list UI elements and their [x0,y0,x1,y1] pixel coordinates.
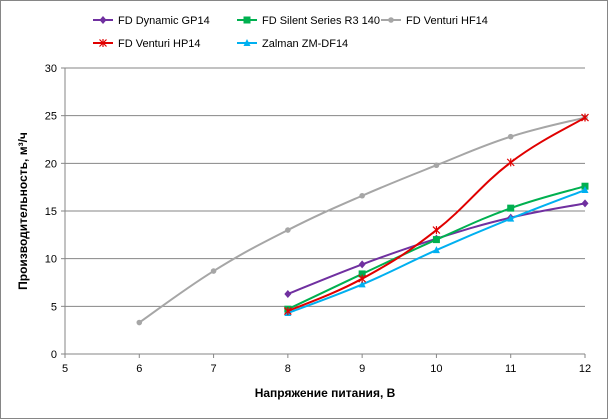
series-group [136,113,589,326]
point-fd-venturi-hf14-8 [285,227,291,233]
x-tick-label-12: 12 [579,363,591,375]
point-fd-venturi-hf14-10 [433,162,440,169]
point-fd-dynamic-gp14-9 [358,260,366,269]
y-axis-title: Производительность, м³/ч [16,132,30,290]
point-zalman-zm-df14-10 [432,246,440,254]
legend-label-fd-venturi-hf14: FD Venturi HF14 [406,15,488,27]
legend: FD Dynamic GP14 FD Silent Series R3 140 FD… [93,15,488,50]
legend-item-fd-venturi-hp14: FD Venturi HP14 [93,38,201,50]
x-tick-label-6: 6 [136,363,142,375]
y-tick-label-20: 20 [45,158,57,170]
point-fd-venturi-hp14-12 [581,113,589,122]
legend-marker-zalman-zm-df14 [243,39,251,46]
point-fd-venturi-hp14-9 [358,274,367,283]
x-tick-label-10: 10 [430,363,442,375]
series-line-fd-venturi-hp14 [287,116,586,313]
x-tick-label-8: 8 [285,363,291,375]
point-fd-silent-series-r3-140-10 [432,236,440,244]
legend-marker-fd-venturi-hp14 [99,39,107,47]
x-tick-label-11: 11 [505,363,516,375]
point-fd-silent-series-r3-140-9 [358,270,366,278]
point-fd-venturi-hf14-11 [507,133,514,140]
point-fd-venturi-hp14-11 [506,158,515,167]
point-zalman-zm-df14-9 [358,280,366,288]
legend-item-fd-venturi-hf14: FD Venturi HF14 [381,15,488,27]
point-fd-venturi-hf14-6 [136,319,143,326]
point-zalman-zm-df14-11 [507,214,515,222]
gridlines [65,67,585,307]
series-line-fd-venturi-hf14 [138,116,586,324]
point-fd-venturi-hp14-8 [283,307,292,316]
legend-label-fd-dynamic-gp14: FD Dynamic GP14 [118,15,210,27]
y-tick-label-25: 25 [45,111,57,123]
point-fd-silent-series-r3-140-11 [507,204,515,212]
legend-label-fd-silent-series-r3-140: FD Silent Series R3 140 [262,15,380,27]
point-fd-venturi-hp14-10 [432,226,441,235]
x-tick-label-5: 5 [62,363,68,375]
legend-item-zalman-zm-df14: Zalman ZM-DF14 [237,38,348,50]
point-fd-dynamic-gp14-12 [581,199,589,208]
x-tick-label-7: 7 [211,363,217,375]
point-fd-venturi-hf14-7 [210,268,217,274]
y-tick-label-10: 10 [45,254,57,266]
axes [61,67,586,358]
legend-label-zalman-zm-df14: Zalman ZM-DF14 [262,38,348,50]
y-tick-label-5: 5 [51,301,57,313]
legend-item-fd-dynamic-gp14: FD Dynamic GP14 [93,15,210,27]
legend-label-fd-venturi-hp14: FD Venturi HP14 [118,38,201,50]
point-fd-dynamic-gp14-8 [284,289,292,298]
legend-marker-fd-venturi-hf14 [388,17,394,23]
y-tick-label-30: 30 [45,63,57,75]
x-tick-label-9: 9 [359,363,365,375]
point-fd-venturi-hf14-9 [359,192,365,199]
legend-marker-fd-dynamic-gp14 [99,16,107,24]
x-axis-title: Напряжение питания, В [255,386,396,400]
legend-marker-fd-silent-series-r3-140 [243,16,251,24]
y-tick-label-0: 0 [51,349,57,361]
point-zalman-zm-df14-12 [581,186,589,194]
y-tick-label-15: 15 [45,206,57,218]
legend-item-fd-silent-series-r3-140: FD Silent Series R3 140 [237,15,380,27]
